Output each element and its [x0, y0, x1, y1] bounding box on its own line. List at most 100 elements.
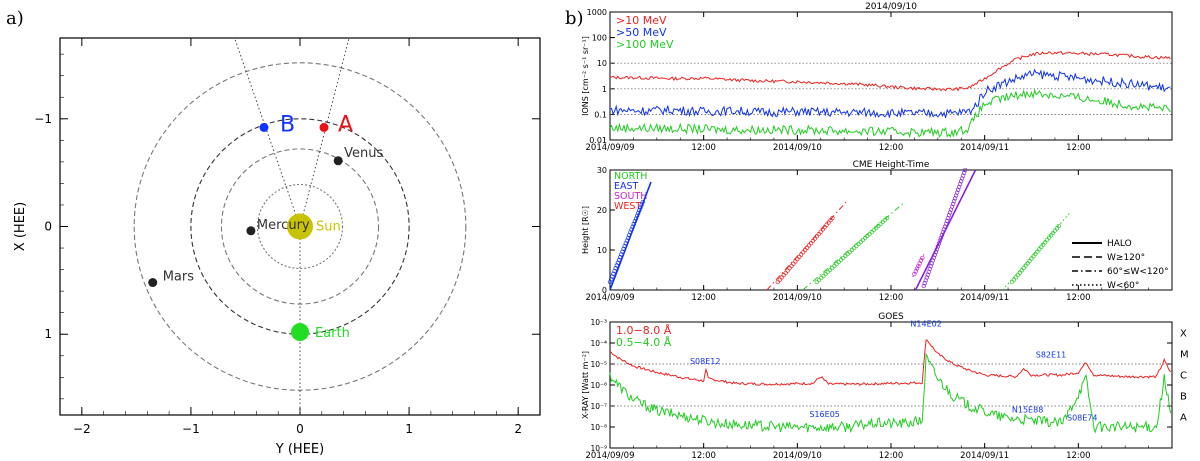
x-tick-label: 12:00 — [1066, 293, 1091, 303]
y-tick-label: 1 — [602, 85, 607, 94]
cme-data-point — [834, 261, 839, 267]
y-tick-label: 20 — [597, 206, 607, 215]
plot-frame — [609, 169, 1173, 291]
y-tick-label: 0.1 — [594, 110, 607, 119]
cme-data-point — [928, 264, 933, 269]
body-sun — [287, 213, 313, 240]
field-of-view-line — [234, 37, 301, 227]
cme-data-point — [938, 235, 944, 241]
width-legend-entry: 60°≤W<120° — [1107, 267, 1169, 277]
y-tick-label: 10⁻⁶ — [590, 381, 607, 390]
cme-data-point — [631, 221, 636, 227]
x-tick-label: 12:00 — [1066, 143, 1091, 153]
y-tick-label: 10⁻⁴ — [590, 339, 607, 348]
x-tick-label: 2014/09/11 — [960, 451, 1009, 461]
y-tick-label: 30 — [597, 166, 607, 175]
x-tick-label: 2 — [514, 422, 522, 436]
cme-data-point — [640, 199, 645, 205]
cme-data-point — [614, 263, 619, 268]
cme-data-point — [841, 255, 846, 261]
y-axis-label: X-RAY [Watt m⁻²] — [581, 351, 590, 419]
cme-data-point — [627, 232, 632, 238]
cme-data-point — [836, 259, 841, 265]
panel-label-b: b) — [565, 8, 584, 29]
cme-data-point — [630, 224, 635, 229]
cme-data-point — [775, 279, 780, 285]
cme-data-point — [948, 207, 954, 212]
y-tick-label: 10⁻⁹ — [590, 444, 607, 453]
cme-data-point — [628, 230, 633, 235]
y-axis-label: X (HEE) — [13, 202, 28, 251]
cme-data-point — [922, 281, 927, 286]
cme-data-point — [1025, 261, 1030, 266]
cme-data-point — [871, 227, 877, 233]
cme-data-point — [824, 222, 829, 228]
body-label-earth: Earth — [315, 326, 350, 341]
x-tick-label: −2 — [73, 422, 91, 436]
cme-data-point — [930, 258, 936, 263]
body-mars — [148, 278, 158, 288]
body-label-venus: Venus — [344, 146, 383, 161]
orbit-ring — [256, 183, 344, 270]
cme-data-point — [619, 252, 624, 257]
goes-xray-plot: GOES 2014/09/09 12:00 2014/09/10 12:00 2014/0… — [581, 312, 1189, 461]
cme-data-point — [884, 215, 890, 221]
flare-class-label: X — [1180, 329, 1187, 340]
cme-data-point — [925, 272, 930, 277]
cme-data-point — [934, 247, 940, 252]
cme-data-point — [941, 227, 947, 232]
cme-data-point — [1037, 247, 1042, 252]
cme-fit-line — [912, 253, 925, 278]
width-legend-entry: W<60° — [1107, 281, 1139, 291]
cme-data-point — [795, 256, 800, 262]
x-axis-label: Y (HEE) — [275, 442, 324, 457]
cme-data-point — [954, 190, 960, 195]
cme-data-point — [845, 251, 850, 257]
direction-legend-entry: NORTH — [614, 171, 647, 182]
cme-data-point — [945, 215, 951, 221]
ion-flux-plot: 2014/09/10 2014/09/09 12:00 2014/09/10 12:00… — [581, 2, 1173, 153]
cme-data-point — [785, 268, 790, 273]
cme-data-point — [927, 266, 932, 272]
cme-data-point — [944, 218, 950, 224]
y-tick-label: 10 — [597, 59, 607, 68]
cme-data-point — [849, 247, 855, 253]
cme-data-point — [1021, 265, 1026, 271]
cme-data-point — [814, 279, 819, 285]
y-tick-label: 10⁻⁸ — [590, 423, 607, 432]
cme-data-point — [830, 265, 835, 271]
cme-data-point — [610, 274, 615, 279]
cme-data-point — [797, 254, 802, 260]
cme-data-point — [618, 255, 623, 260]
cme-data-point — [623, 241, 628, 246]
series-line — [609, 88, 1171, 139]
flare-location-label: S08E12 — [690, 357, 721, 366]
flare-location-label: S16E05 — [809, 410, 840, 419]
cme-data-point — [843, 253, 848, 259]
cme-data-point — [624, 238, 630, 243]
flare-location-label: N15E88 — [1012, 405, 1043, 414]
cme-data-point — [950, 201, 956, 207]
flare-class-label: C — [1180, 371, 1187, 382]
legend-entry: 1.0−8.0 Å — [616, 324, 672, 337]
cme-data-point — [636, 210, 641, 216]
flare-class-label: B — [1180, 392, 1187, 403]
cme-data-point — [952, 196, 958, 201]
body-mercury — [246, 226, 256, 236]
flare-class-label: A — [1180, 413, 1187, 424]
series-line — [609, 50, 1171, 92]
cme-data-point — [779, 275, 784, 280]
cme-data-point — [939, 232, 945, 238]
body-label-mercury: Mercury — [257, 218, 310, 233]
cme-data-point — [935, 244, 941, 249]
orbit-plot: −2 −1 0 1 2 −1 0 1 Y (HEE) X (HEE) Mercury Venus Mar… — [13, 37, 541, 457]
x-tick-label: 12:00 — [691, 451, 716, 461]
cme-data-point — [789, 263, 794, 269]
legend-entry: >50 MeV — [616, 26, 667, 39]
x-tick-label: 12:00 — [1066, 451, 1091, 461]
cme-data-point — [926, 269, 931, 275]
cme-data-point — [825, 269, 830, 275]
series-line — [609, 352, 1172, 434]
cme-data-point — [936, 241, 942, 246]
